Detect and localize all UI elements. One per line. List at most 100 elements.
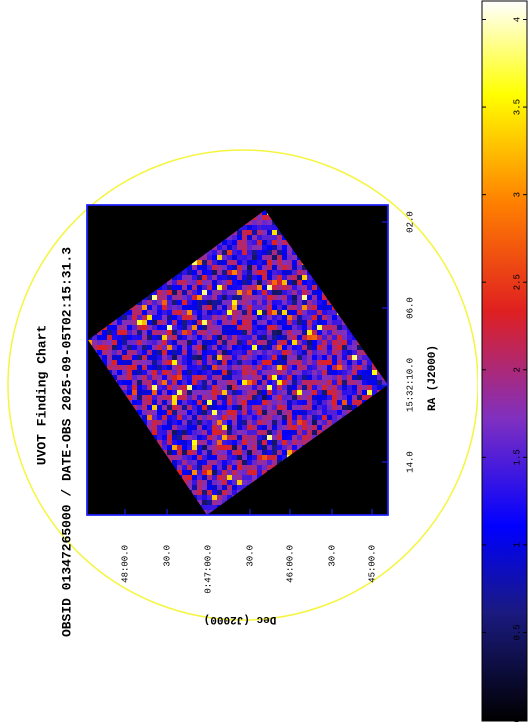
image-pixel (217, 265, 222, 270)
image-pixel (287, 260, 292, 265)
image-pixel (312, 380, 317, 385)
image-pixel (252, 380, 257, 385)
image-pixel (292, 330, 297, 335)
image-pixel (307, 310, 312, 315)
image-pixel (167, 360, 172, 365)
image-pixel (277, 380, 282, 385)
image-pixel (207, 505, 212, 510)
y-tick-label: 30.0 (245, 545, 255, 567)
image-pixel (202, 435, 207, 440)
image-pixel (217, 250, 222, 255)
image-pixel (342, 330, 347, 335)
image-pixel (242, 260, 247, 265)
image-pixel (147, 360, 152, 365)
image-pixel (247, 430, 252, 435)
image-pixel (117, 370, 122, 375)
image-pixel (322, 300, 327, 305)
image-pixel (282, 255, 287, 260)
image-pixel (267, 440, 272, 445)
image-pixel (242, 425, 247, 430)
image-pixel (337, 415, 342, 420)
image-pixel (277, 455, 282, 460)
image-pixel (212, 435, 217, 440)
image-pixel (317, 325, 322, 330)
image-pixel (212, 470, 217, 475)
image-pixel (267, 285, 272, 290)
image-pixel (357, 385, 362, 390)
image-pixel (287, 270, 292, 275)
image-pixel (237, 345, 242, 350)
image-pixel (132, 315, 137, 320)
image-pixel (112, 360, 117, 365)
image-pixel (152, 340, 157, 345)
image-pixel (247, 415, 252, 420)
image-pixel (307, 300, 312, 305)
image-pixel (337, 400, 342, 405)
image-pixel (232, 315, 237, 320)
image-pixel (297, 280, 302, 285)
image-pixel (332, 380, 337, 385)
image-pixel (287, 370, 292, 375)
image-pixel (132, 395, 137, 400)
image-pixel (207, 495, 212, 500)
image-pixel (352, 355, 357, 360)
image-pixel (177, 380, 182, 385)
image-pixel (167, 410, 172, 415)
image-pixel (127, 325, 132, 330)
image-pixel (157, 380, 162, 385)
image-pixel (227, 420, 232, 425)
image-pixel (307, 345, 312, 350)
image-pixel (227, 340, 232, 345)
image-pixel (207, 310, 212, 315)
image-pixel (217, 425, 222, 430)
image-pixel (192, 465, 197, 470)
image-pixel (287, 345, 292, 350)
image-pixel (247, 440, 252, 445)
image-pixel (332, 415, 337, 420)
image-pixel (157, 390, 162, 395)
image-pixel (147, 355, 152, 360)
image-pixel (272, 250, 277, 255)
image-pixel (242, 365, 247, 370)
image-pixel (157, 300, 162, 305)
image-pixel (177, 405, 182, 410)
x-tick-label: 06.0 (405, 297, 415, 319)
image-pixel (237, 365, 242, 370)
image-pixel (247, 260, 252, 265)
image-pixel (357, 395, 362, 400)
image-pixel (187, 330, 192, 335)
image-pixel (207, 365, 212, 370)
image-pixel (212, 260, 217, 265)
image-pixel (277, 395, 282, 400)
image-pixel (162, 390, 167, 395)
y-tick-label: 45:00.0 (367, 545, 377, 583)
image-pixel (247, 410, 252, 415)
image-pixel (292, 415, 297, 420)
image-pixel (262, 250, 267, 255)
image-pixel (322, 350, 327, 355)
image-pixel (352, 360, 357, 365)
image-pixel (202, 315, 207, 320)
image-pixel (352, 390, 357, 395)
image-pixel (192, 290, 197, 295)
image-pixel (257, 400, 262, 405)
image-pixel (237, 455, 242, 460)
image-pixel (242, 270, 247, 275)
image-pixel (207, 400, 212, 405)
image-pixel (127, 340, 132, 345)
image-pixel (132, 310, 137, 315)
image-pixel (187, 305, 192, 310)
image-pixel (377, 380, 382, 385)
image-pixel (282, 440, 287, 445)
image-pixel (317, 360, 322, 365)
image-pixel (317, 405, 322, 410)
image-pixel (147, 315, 152, 320)
image-pixel (227, 425, 232, 430)
image-pixel (297, 285, 302, 290)
image-pixel (127, 385, 132, 390)
image-pixel (247, 370, 252, 375)
image-pixel (237, 270, 242, 275)
image-pixel (327, 305, 332, 310)
image-pixel (292, 400, 297, 405)
image-pixel (122, 375, 127, 380)
